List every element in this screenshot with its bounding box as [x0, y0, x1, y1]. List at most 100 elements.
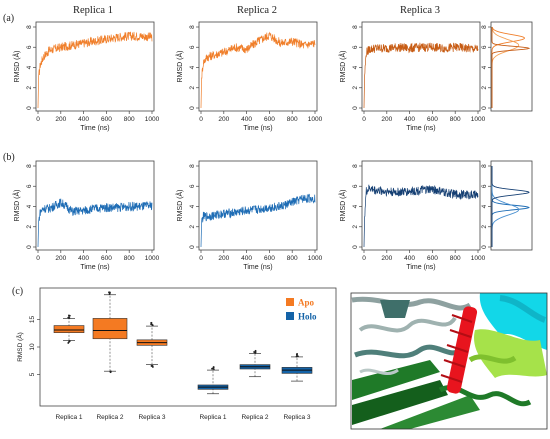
y-axis-label: RMSD (Å) — [12, 51, 21, 83]
x-tick-label: 600 — [101, 116, 112, 123]
x-tick-label: 400 — [404, 255, 415, 262]
x-tick-label: 800 — [450, 255, 461, 262]
y-tick-label: 0 — [26, 245, 33, 249]
box-outlier — [108, 291, 111, 294]
boxplot-panel: RMSD (Å) 5 10 15 Replica 1 Replica 2 Replica … — [15, 287, 337, 421]
x-tick-label: 0 — [362, 255, 366, 262]
y-tick-label: 8 — [26, 25, 33, 29]
x-axis-label: Time (ns) — [80, 125, 109, 132]
plot-frame — [361, 160, 481, 251]
x-tick-label: 400 — [78, 116, 89, 123]
density-curve — [491, 166, 520, 247]
plot-frame — [198, 21, 318, 112]
plot-frame — [198, 160, 318, 251]
x-tick-label: 600 — [101, 255, 112, 262]
x-tick-label: 600 — [427, 255, 438, 262]
y-tick-label: 6 — [352, 45, 359, 49]
rmsd-series-line — [363, 184, 479, 248]
protein-green-sheet-1 — [352, 360, 440, 400]
y-axis-label: RMSD (Å) — [175, 190, 184, 222]
box-y-tick-label: 10 — [29, 343, 36, 351]
x-tick-label: 0 — [362, 116, 366, 123]
box-outlier — [296, 353, 299, 355]
density-y-tick-label: 8 — [481, 25, 488, 29]
box-outlier — [253, 351, 255, 353]
density-y-tick-label: 2 — [481, 225, 488, 229]
y-axis-label: RMSD (Å) — [338, 190, 347, 222]
x-tick-label: 600 — [264, 116, 275, 123]
box-outlier — [211, 367, 213, 370]
box-iqr — [92, 318, 128, 340]
density-panel-2: 0 2 4 6 8 — [481, 160, 533, 251]
density-y-tick-label: 2 — [481, 86, 488, 90]
x-tick-label: 800 — [124, 116, 135, 123]
box-apo-replica-2: Replica 2 — [92, 291, 128, 421]
box-outlier — [254, 349, 257, 352]
rmsd-series-line — [363, 42, 479, 109]
x-tick-label: 0 — [36, 255, 40, 262]
panel-label-c: (c) — [12, 286, 23, 297]
y-axis-label: RMSD (Å) — [338, 51, 347, 83]
box-outlier — [295, 355, 298, 358]
y-tick-label: 4 — [352, 204, 359, 208]
density-curve — [491, 26, 526, 108]
y-tick-label: 0 — [189, 245, 196, 249]
protein-structure-image — [350, 292, 548, 430]
y-tick-label: 0 — [352, 245, 359, 249]
box-category-label: Replica 2 — [96, 414, 123, 421]
box-outlier — [67, 317, 70, 319]
protein-loop-grey-1 — [351, 296, 472, 311]
y-tick-label: 8 — [26, 164, 33, 168]
box-outlier — [68, 340, 71, 343]
x-tick-label: 800 — [124, 255, 135, 262]
density-y-tick-label: 4 — [481, 204, 488, 208]
legend-holo-label: Holo — [298, 312, 317, 322]
x-tick-label: 1000 — [145, 116, 160, 123]
density-curve — [491, 166, 530, 247]
box-outlier — [67, 342, 70, 344]
protein-cyan-helix — [499, 295, 547, 323]
title-replica-3: Replica 3 — [400, 5, 440, 16]
rmsd-series-line — [37, 198, 153, 248]
line-panel-2: 0 200 400 600 800 1000 0 2 4 6 8 Time (ns) RMSD (Å) — [175, 21, 323, 132]
x-tick-label: 200 — [55, 116, 66, 123]
box-outlier — [150, 364, 153, 367]
y-tick-label: 4 — [26, 65, 33, 69]
box-category-label: Replica 3 — [138, 414, 165, 421]
x-tick-label: 800 — [450, 116, 461, 123]
x-tick-label: 1000 — [471, 116, 486, 123]
box-outlier — [212, 366, 215, 369]
y-axis-label: RMSD (Å) — [175, 51, 184, 83]
protein-red-helix-stripes — [440, 314, 473, 383]
x-tick-label: 0 — [199, 255, 203, 262]
legend-apo-swatch — [286, 298, 294, 306]
density-panels: 0 2 4 6 8 0 2 4 6 8 — [481, 21, 533, 251]
box-outlier — [254, 351, 257, 354]
panel-label-b: (b) — [3, 152, 15, 163]
x-tick-label: 600 — [427, 116, 438, 123]
protein-green-sheet-3 — [380, 395, 480, 429]
rmsd-series-line — [200, 193, 316, 248]
box-iqr — [53, 325, 85, 333]
density-y-tick-label: 6 — [481, 184, 488, 188]
title-replica-1: Replica 1 — [73, 5, 113, 16]
y-tick-label: 2 — [26, 225, 33, 229]
box-apo-replica-3: Replica 3 — [136, 321, 168, 421]
x-tick-label: 400 — [241, 116, 252, 123]
protein-image-border — [350, 292, 548, 430]
x-axis-label: Time (ns) — [406, 264, 435, 271]
y-tick-label: 0 — [26, 106, 33, 110]
line-panel-3: 0 200 400 600 800 1000 0 2 4 6 8 Time (ns) RMSD (Å) — [338, 21, 486, 132]
line-panel-5: 0 200 400 600 800 1000 0 2 4 6 8 Time (ns) RMSD (Å) — [175, 160, 323, 271]
density-frame — [490, 21, 533, 112]
density-curve — [491, 26, 520, 108]
protein-lime-loop — [468, 354, 517, 364]
density-curve — [491, 166, 530, 247]
protein-cyan-domain — [479, 293, 547, 350]
y-tick-label: 2 — [352, 86, 359, 90]
box-outlier — [151, 366, 154, 368]
y-axis-label: RMSD (Å) — [12, 190, 21, 222]
x-tick-label: 200 — [55, 255, 66, 262]
